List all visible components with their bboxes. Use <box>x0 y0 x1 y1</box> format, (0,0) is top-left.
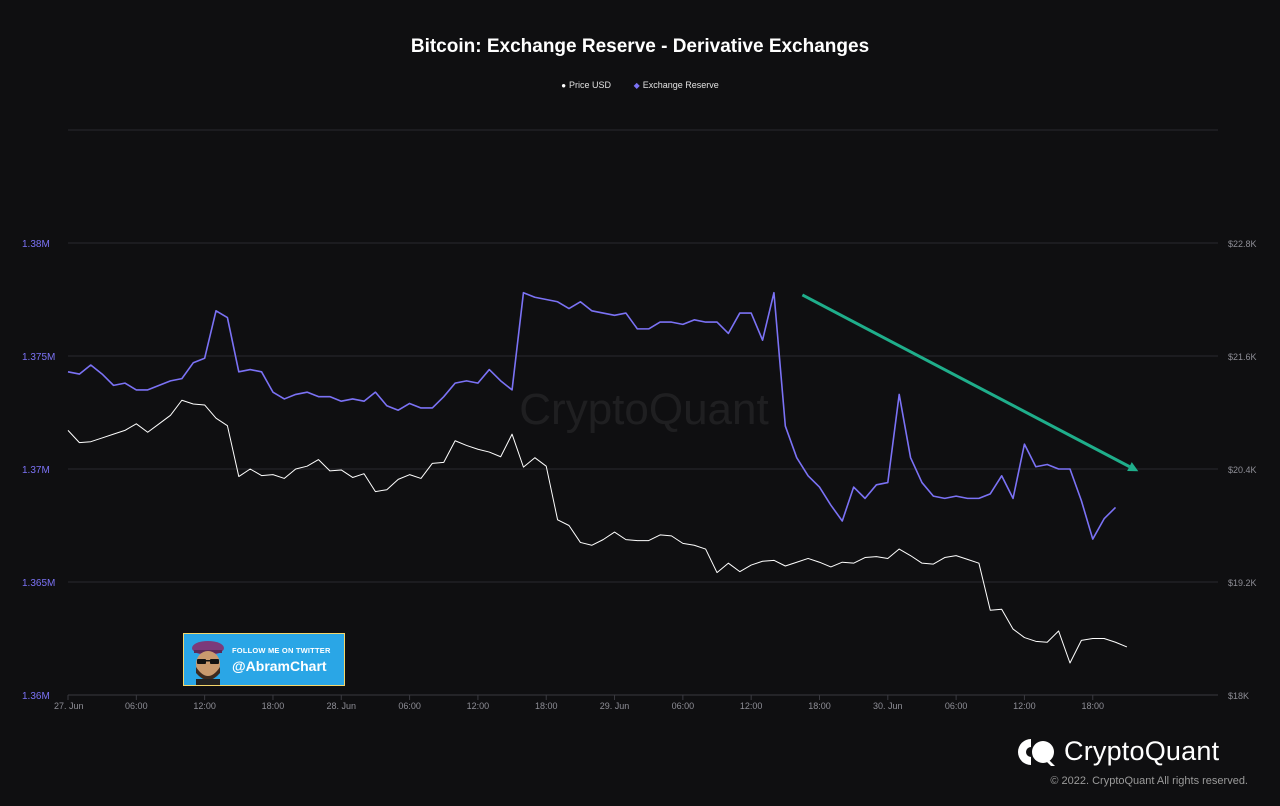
legend-label-price: Price USD <box>569 80 612 90</box>
x-tick-label: 06:00 <box>398 701 421 711</box>
x-tick-label: 30. Jun <box>873 701 903 711</box>
x-tick-label: 27. Jun <box>54 701 84 711</box>
x-tick-label: 28. Jun <box>327 701 357 711</box>
reserve-legend-marker-icon: ◆ <box>633 81 640 90</box>
x-tick-label: 06:00 <box>125 701 148 711</box>
x-tick-label: 18:00 <box>1081 701 1104 711</box>
legend: ● Price USD ◆ Exchange Reserve <box>0 80 1280 90</box>
y-right-tick-label: $19.2K <box>1228 578 1257 588</box>
x-tick-label: 12:00 <box>1013 701 1036 711</box>
y-right-tick-label: $21.6K <box>1228 352 1257 362</box>
legend-item-reserve[interactable]: ◆ Exchange Reserve <box>634 80 719 90</box>
brand-logo: CryptoQuant <box>1018 736 1219 767</box>
chart-title: Bitcoin: Exchange Reserve - Derivative E… <box>410 36 870 57</box>
twitter-follow-badge[interactable]: FOLLOW ME ON TWITTER @AbramChart <box>183 633 345 686</box>
reserve-series-line <box>67 291 1117 540</box>
trend-arrow-head-icon <box>1127 462 1139 472</box>
y-left-tick-label: 1.365M <box>22 578 55 589</box>
x-tick-label: 18:00 <box>262 701 285 711</box>
grid-layer <box>68 129 1218 696</box>
legend-label-reserve: Exchange Reserve <box>642 80 719 90</box>
x-tick-label: 12:00 <box>467 701 490 711</box>
axis-layer: 1.38M 1.375M 1.37M 1.365M 1.36M $22.8K $21.6K $… <box>22 239 1257 711</box>
trend-arrow-line <box>801 293 1131 468</box>
x-tick-label: 29. Jun <box>600 701 630 711</box>
badge-handle: @AbramChart <box>232 657 327 674</box>
badge-caption: FOLLOW ME ON TWITTER <box>232 645 331 655</box>
price-series-line <box>67 399 1128 664</box>
x-tick-label: 18:00 <box>535 701 558 711</box>
y-right-tick-label: $18K <box>1228 691 1249 701</box>
x-tick-label: 18:00 <box>808 701 831 711</box>
copyright-text: © 2022. CryptoQuant All rights reserved. <box>1050 775 1248 787</box>
brand-name: CryptoQuant <box>1064 736 1220 766</box>
annotation-layer <box>801 293 1139 472</box>
x-tick-label: 06:00 <box>945 701 968 711</box>
x-tick-label: 12:00 <box>740 701 763 711</box>
watermark: CryptoQuant <box>519 385 768 434</box>
y-left-tick-label: 1.375M <box>22 352 55 363</box>
legend-item-price[interactable]: ● Price USD <box>561 80 611 90</box>
x-tick-label: 06:00 <box>672 701 695 711</box>
avatar-icon <box>192 640 224 685</box>
y-left-tick-label: 1.36M <box>22 691 50 702</box>
y-left-tick-label: 1.37M <box>22 465 50 476</box>
series-layer <box>67 291 1128 664</box>
price-legend-marker-icon: ● <box>561 81 567 90</box>
y-right-tick-label: $20.4K <box>1228 465 1257 475</box>
cryptoquant-logo-icon <box>1018 738 1055 766</box>
x-tick-label: 12:00 <box>193 701 216 711</box>
y-left-tick-label: 1.38M <box>22 239 50 250</box>
y-right-tick-label: $22.8K <box>1228 239 1257 249</box>
